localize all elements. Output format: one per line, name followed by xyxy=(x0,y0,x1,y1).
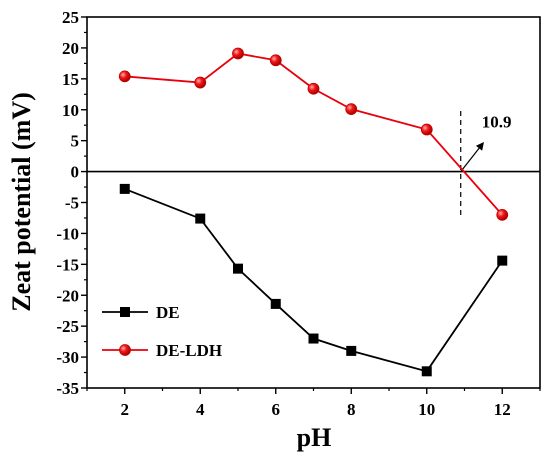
legend-circle-marker xyxy=(119,344,131,356)
data-point-square xyxy=(421,366,432,377)
y-tick-label: 15 xyxy=(62,70,79,89)
data-point-square xyxy=(119,183,130,194)
plot-frame xyxy=(86,16,541,389)
data-point-square xyxy=(233,263,243,274)
data-point-circle xyxy=(118,70,131,83)
legend-item-de: DE xyxy=(102,303,180,322)
y-tick-label: 10 xyxy=(62,101,79,120)
series-line-de xyxy=(124,188,503,373)
y-tick-label: -10 xyxy=(56,224,79,243)
legend-label: DE-LDH xyxy=(156,341,222,360)
data-point-circle xyxy=(496,208,509,221)
x-tick-label: 8 xyxy=(347,400,356,419)
data-point-square xyxy=(195,213,206,224)
y-axis-title: Zeat potential (mV) xyxy=(7,92,36,312)
data-point-square xyxy=(270,298,281,309)
series-layer xyxy=(118,47,509,377)
legend-item-de-ldh: DE-LDH xyxy=(102,341,222,360)
axis-ticks-layer: -35 -30 -25 -20 -15 -10 -5 0 5 10 15 20 25 2 4 6 8 10 12 xyxy=(56,8,541,419)
series-de-ldh xyxy=(118,47,509,221)
data-point-square xyxy=(346,345,357,356)
x-axis-title: pH xyxy=(297,423,332,452)
y-tick-label: -25 xyxy=(56,317,79,336)
data-point-circle xyxy=(345,103,358,116)
y-tick-label: 5 xyxy=(71,132,80,151)
y-tick-label: -20 xyxy=(56,286,79,305)
y-tick-label: -15 xyxy=(56,255,79,274)
series-de xyxy=(119,183,508,377)
data-point-circle xyxy=(307,82,320,95)
data-point-circle xyxy=(232,47,244,60)
legend-label: DE xyxy=(156,303,180,322)
data-point-square xyxy=(497,255,508,266)
x-tick-label: 6 xyxy=(272,400,281,419)
x-tick-label: 4 xyxy=(196,400,205,419)
annotation-layer: 10.9 xyxy=(460,110,512,219)
data-point-square xyxy=(308,333,319,344)
x-tick-label: 12 xyxy=(494,400,511,419)
y-tick-label: 20 xyxy=(62,39,79,58)
legend-layer: DE DE-LDH xyxy=(102,303,222,360)
data-point-circle xyxy=(269,54,282,67)
annotation-arrow xyxy=(460,142,484,172)
y-tick-label: -30 xyxy=(56,348,79,367)
annotation-label: 10.9 xyxy=(482,113,512,132)
y-tick-label: -35 xyxy=(56,379,79,398)
data-point-circle xyxy=(420,123,433,136)
x-tick-label: 10 xyxy=(418,400,435,419)
x-tick-label: 2 xyxy=(121,400,130,419)
y-tick-label: 0 xyxy=(71,163,80,182)
y-tick-label: -5 xyxy=(65,194,79,213)
legend-square-marker xyxy=(120,307,130,317)
plot-frame-layer xyxy=(86,16,541,389)
data-point-circle xyxy=(194,76,207,89)
y-tick-label: 25 xyxy=(62,8,79,27)
series-line-de-ldh xyxy=(124,52,503,216)
